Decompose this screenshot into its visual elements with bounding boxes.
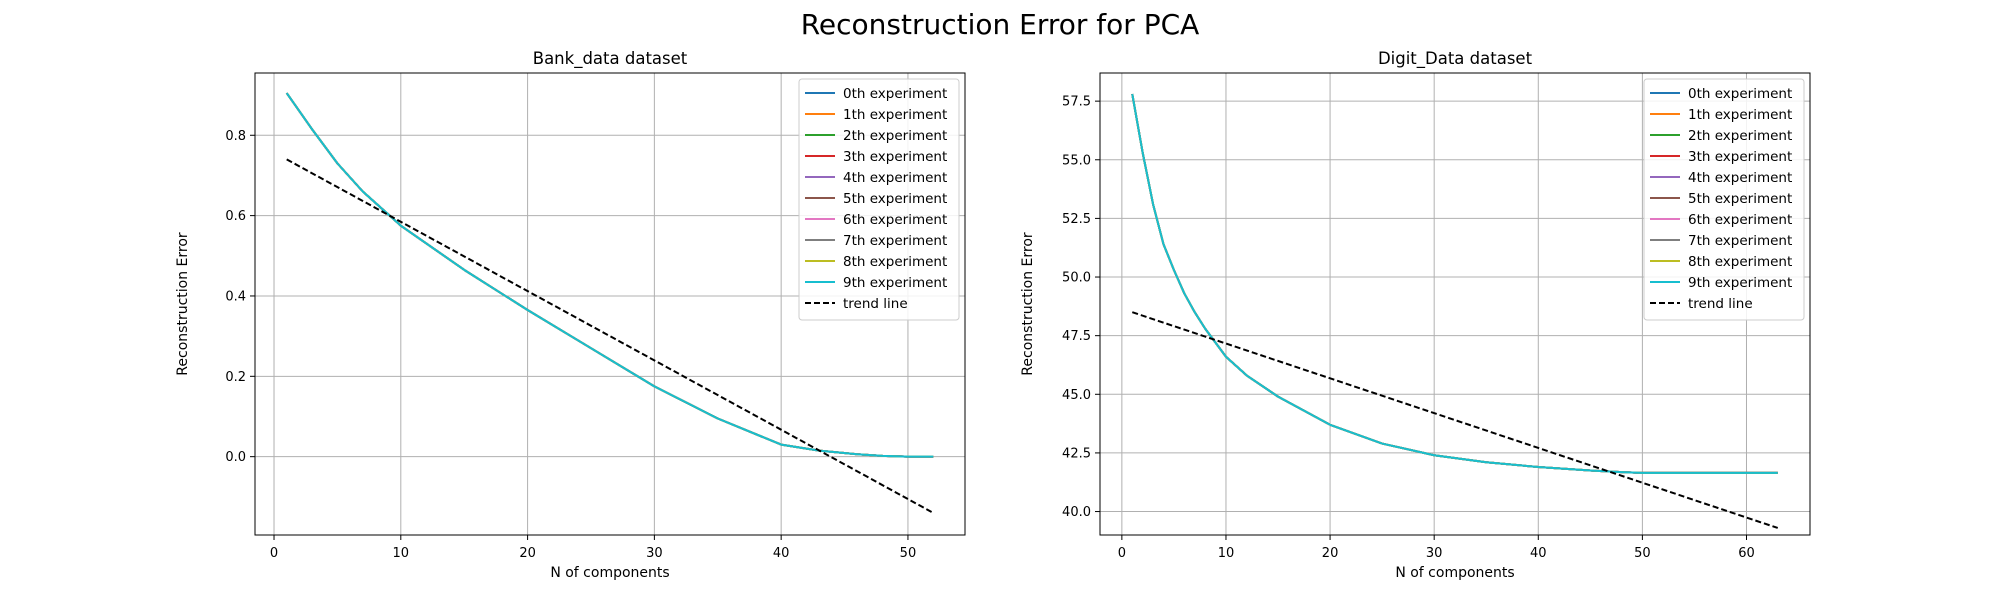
legend-box	[798, 78, 960, 321]
x-tick-label: 30	[646, 546, 663, 561]
axes-frame	[254, 72, 966, 536]
x-tick-label: 0	[270, 546, 278, 561]
x-tick-label: 40	[773, 546, 790, 561]
legend-label-8th-experiment: 8th experiment	[1688, 254, 1792, 270]
y-tick-label: 40.0	[1062, 505, 1091, 520]
legend-label-3th-experiment: 3th experiment	[843, 149, 947, 165]
legend-label-3th-experiment: 3th experiment	[1688, 149, 1792, 165]
y-tick-label: 0.4	[225, 289, 246, 304]
y-tick-label: 0.6	[225, 209, 246, 224]
legend-label-1th-experiment: 1th experiment	[843, 107, 947, 123]
legend-label-0th-experiment: 0th experiment	[843, 86, 947, 102]
y-tick-label: 50.0	[1062, 271, 1091, 286]
x-axis-label: N of components	[1395, 565, 1514, 581]
legend-label-8th-experiment: 8th experiment	[843, 254, 947, 270]
legend-label-7th-experiment: 7th experiment	[843, 233, 947, 249]
y-tick-label: 0.8	[225, 129, 246, 144]
x-tick-label: 50	[1634, 546, 1651, 561]
subplot-bank-data: 0 10 20 30 40 50 0.0 0.2 0.4 0.6 0.8 Bank_data data…	[175, 49, 966, 581]
y-tick-label: 57.5	[1062, 95, 1091, 110]
legend-label-4th-experiment: 4th experiment	[1688, 170, 1792, 186]
y-tick-label: 47.5	[1062, 329, 1091, 344]
subplot-title: Digit_Data dataset	[1378, 49, 1533, 69]
legend-label-5th-experiment: 5th experiment	[1688, 191, 1792, 207]
y-tick-label: 0.2	[225, 370, 246, 385]
y-tick-label: 55.0	[1062, 153, 1091, 168]
legend-label-5th-experiment: 5th experiment	[843, 191, 947, 207]
legend-label-0th-experiment: 0th experiment	[1688, 86, 1792, 102]
legend: 0th experiment 1th experiment 2th experime…	[1643, 78, 1805, 321]
y-tick-label: 42.5	[1062, 446, 1091, 461]
x-tick-label: 30	[1426, 546, 1443, 561]
series-line-9th-experiment	[285, 92, 934, 458]
trend-line	[1131, 311, 1779, 529]
y-tick-label: 0.0	[225, 450, 246, 465]
legend-label-1th-experiment: 1th experiment	[1688, 107, 1792, 123]
axes-frame	[1099, 72, 1811, 536]
legend-label-6th-experiment: 6th experiment	[843, 212, 947, 228]
trend-line	[286, 158, 934, 514]
subplot-digit-data: 0 10 20 30 40 50 60 40.0 42.5 45.0 47.5 50.0 52.5 55.…	[1020, 49, 1811, 581]
series-line-9th-experiment	[1131, 93, 1778, 474]
legend-box	[1643, 78, 1805, 321]
x-tick-label: 40	[1530, 546, 1547, 561]
x-tick-label: 10	[393, 546, 410, 561]
legend-label-9th-experiment: 9th experiment	[1688, 275, 1792, 291]
y-axis-label: Reconstruction Error	[175, 232, 191, 376]
legend-label-2th-experiment: 2th experiment	[843, 128, 947, 144]
legend-label-7th-experiment: 7th experiment	[1688, 233, 1792, 249]
x-tick-label: 10	[1218, 546, 1235, 561]
x-tick-label: 0	[1118, 546, 1126, 561]
x-tick-label: 50	[900, 546, 917, 561]
legend-label-9th-experiment: 9th experiment	[843, 275, 947, 291]
legend-label-2th-experiment: 2th experiment	[1688, 128, 1792, 144]
legend-label-6th-experiment: 6th experiment	[1688, 212, 1792, 228]
y-tick-label: 45.0	[1062, 388, 1091, 403]
x-axis-label: N of components	[550, 565, 669, 581]
y-tick-label: 52.5	[1062, 212, 1091, 227]
legend-label-trend-line: trend line	[1688, 296, 1753, 312]
x-tick-label: 20	[519, 546, 536, 561]
y-axis-label: Reconstruction Error	[1020, 232, 1036, 376]
legend-label-4th-experiment: 4th experiment	[843, 170, 947, 186]
legend: 0th experiment 1th experiment 2th experime…	[798, 78, 960, 321]
x-tick-label: 20	[1322, 546, 1339, 561]
legend-label-trend-line: trend line	[843, 296, 908, 312]
x-tick-label: 60	[1738, 546, 1755, 561]
figure-title: Reconstruction Error for PCA	[801, 8, 1200, 41]
subplot-title: Bank_data dataset	[533, 49, 688, 69]
